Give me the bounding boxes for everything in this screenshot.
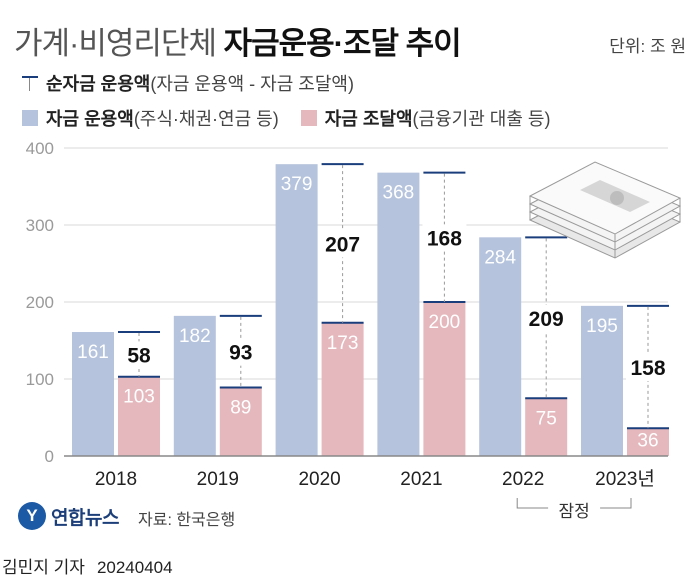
use-bar — [377, 172, 420, 456]
net-value-label: 58 — [127, 344, 151, 367]
use-value-label: 195 — [586, 316, 618, 337]
y-tick-label: 400 — [26, 139, 54, 158]
use-bar — [581, 305, 623, 456]
x-tick-label: 2018 — [95, 469, 137, 490]
raise-value-label: 200 — [429, 312, 461, 333]
chart-title: 가계·비영리단체 자금운용·조달 추이 — [14, 18, 462, 63]
raise-value-label: 173 — [327, 333, 359, 354]
use-value-label: 182 — [179, 326, 211, 347]
raise-bar — [423, 302, 466, 456]
title-subject: 가계·비영리단체 — [14, 26, 217, 61]
raise-bar — [627, 428, 669, 456]
y-tick-label: 200 — [26, 293, 54, 312]
byline: 김민지 기자 20240404 — [2, 553, 173, 578]
use-bar — [72, 332, 114, 456]
use-bar — [173, 315, 216, 456]
raise-value-label: 103 — [123, 387, 155, 408]
use-bar — [275, 164, 318, 457]
net-value-label: 158 — [630, 357, 665, 380]
publish-date: 20240404 — [96, 558, 173, 577]
legend-use-label: 자금 운용액 — [46, 109, 134, 129]
net-value-label: 209 — [529, 308, 564, 331]
net-label-bg — [524, 304, 569, 332]
legend-raise-note: (금융기관 대출 등) — [412, 109, 551, 129]
raise-bar — [525, 398, 568, 456]
unit-label: 단위: 조 원 — [609, 37, 686, 56]
raise-bar — [118, 376, 160, 456]
legend-raise-label: 자금 조달액 — [324, 109, 413, 129]
net-label-bg — [422, 224, 467, 252]
raise-bar — [321, 322, 364, 456]
raise-value-label: 36 — [637, 430, 658, 451]
yonhap-logo-text: 연합뉴스 — [51, 507, 119, 529]
net-value-label: 207 — [325, 233, 360, 256]
x-tick-label: 2022 — [502, 469, 544, 490]
use-value-label: 284 — [484, 247, 516, 268]
provisional-label: 잠정 — [558, 502, 589, 521]
legend-net-note: (자금 운용액 - 자금 조달액) — [150, 74, 354, 94]
y-tick-label: 300 — [26, 216, 54, 235]
y-tick-label: 0 — [45, 447, 54, 466]
net-marker-icon — [22, 75, 38, 91]
x-tick-label: 2023년 — [595, 468, 655, 490]
y-tick-label: 100 — [26, 370, 54, 389]
use-value-label: 368 — [383, 183, 415, 204]
reporter-name: 김민지 기자 — [2, 558, 85, 577]
raise-swatch-icon — [300, 110, 317, 126]
net-label-bg — [117, 341, 161, 369]
use-swatch-icon — [22, 110, 38, 126]
use-bar — [479, 237, 522, 456]
money-bundle-icon — [528, 161, 682, 259]
legend-net-label: 순자금 운용액 — [46, 74, 151, 94]
net-label-bg — [626, 354, 670, 382]
x-tick-label: 2020 — [298, 469, 340, 490]
yonhap-logo-icon: Y — [18, 502, 46, 530]
use-value-label: 161 — [77, 342, 109, 363]
net-value-label: 93 — [229, 342, 252, 365]
raise-bar — [219, 387, 262, 456]
source-label: 자료: 한국은행 — [138, 512, 236, 529]
raise-value-label: 75 — [536, 408, 557, 429]
title-main: 자금운용·조달 추이 — [223, 26, 462, 61]
net-label-bg — [218, 338, 263, 366]
provisional-label-bg — [548, 500, 601, 522]
legend-net: 순자금 운용액 (자금 운용액 - 자금 조달액) — [22, 70, 354, 96]
legend-use-note: (주식·채권·연금 등) — [133, 109, 279, 129]
x-tick-label: 2019 — [197, 469, 239, 490]
use-value-label: 379 — [281, 174, 313, 195]
yonhap-logo: Y 연합뉴스 — [18, 502, 119, 530]
legend-use-raise: 자금 운용액 (주식·채권·연금 등) 자금 조달액 (금융기관 대출 등) — [22, 105, 550, 131]
raise-value-label: 89 — [230, 397, 251, 418]
net-value-label: 168 — [427, 227, 462, 250]
x-tick-label: 2021 — [400, 469, 442, 490]
net-label-bg — [320, 230, 365, 258]
